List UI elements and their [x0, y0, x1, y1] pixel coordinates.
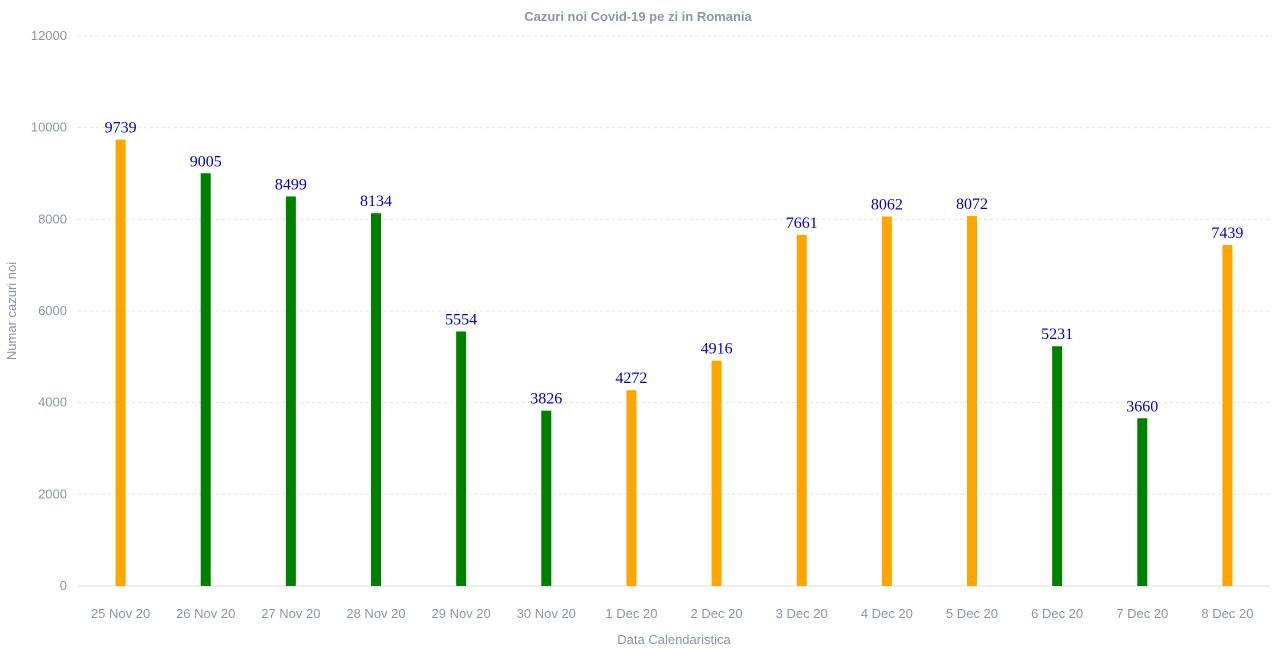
data-label: 9739: [105, 120, 137, 137]
data-label: 4916: [701, 341, 733, 358]
bar: [796, 234, 807, 586]
bar: [881, 216, 892, 586]
x-tick-label: 28 Nov 20: [346, 606, 405, 621]
data-labels: 9739 9005 8499 8134 5554 3826 4272 4916 7661 8062…: [105, 120, 1244, 416]
bar: [711, 360, 722, 586]
y-tick-label: 12000: [31, 28, 67, 43]
x-tick-label: 2 Dec 20: [691, 606, 743, 621]
bar: [626, 390, 637, 586]
data-label: 8062: [871, 196, 903, 213]
x-tick-label: 3 Dec 20: [776, 606, 828, 621]
data-label: 3660: [1126, 398, 1158, 415]
x-tick-label: 6 Dec 20: [1031, 606, 1083, 621]
x-axis-ticks: 25 Nov 20 26 Nov 20 27 Nov 20 28 Nov 20 29 N…: [91, 606, 1254, 621]
bar: [1137, 418, 1148, 586]
y-tick-label: 8000: [38, 211, 67, 226]
data-label: 7439: [1211, 225, 1243, 242]
x-tick-label: 29 Nov 20: [432, 606, 491, 621]
bar: [1052, 346, 1063, 586]
data-label: 3826: [530, 391, 562, 408]
data-label: 5231: [1041, 326, 1073, 343]
y-axis-ticks: 0 2000 4000 6000 8000 10000 12000: [31, 28, 67, 593]
data-label: 7661: [786, 215, 818, 232]
y-tick-label: 10000: [31, 120, 67, 135]
x-tick-label: 26 Nov 20: [176, 606, 235, 621]
bar: [115, 139, 126, 587]
data-label: 8072: [956, 196, 988, 213]
y-tick-label: 2000: [38, 486, 67, 501]
bar: [285, 196, 296, 586]
bar: [371, 213, 381, 587]
x-tick-label: 25 Nov 20: [91, 606, 150, 621]
x-tick-label: 7 Dec 20: [1116, 606, 1168, 621]
data-label: 8499: [275, 176, 307, 193]
y-axis-title: Numar cazuri noi: [4, 262, 19, 360]
bar: [456, 331, 467, 586]
data-label: 8134: [360, 193, 392, 210]
data-label: 9005: [190, 153, 222, 170]
x-axis-title: Data Calendaristica: [617, 632, 731, 647]
bar: [967, 216, 977, 587]
data-label: 5554: [445, 311, 477, 328]
data-label: 4272: [615, 370, 647, 387]
x-tick-label: 27 Nov 20: [261, 606, 320, 621]
y-tick-label: 4000: [38, 395, 67, 410]
x-tick-label: 4 Dec 20: [861, 606, 913, 621]
bar: [541, 410, 552, 586]
y-tick-label: 6000: [38, 303, 67, 318]
bars: [115, 139, 1233, 587]
bar: [1222, 245, 1233, 586]
bar: [200, 173, 211, 587]
x-tick-label: 8 Dec 20: [1201, 606, 1253, 621]
y-tick-label: 0: [60, 578, 67, 593]
x-tick-label: 5 Dec 20: [946, 606, 998, 621]
grid-lines: [78, 35, 1270, 495]
x-tick-label: 1 Dec 20: [605, 606, 657, 621]
chart-title: Cazuri noi Covid-19 pe zi in Romania: [524, 9, 752, 24]
x-tick-label: 30 Nov 20: [517, 606, 576, 621]
